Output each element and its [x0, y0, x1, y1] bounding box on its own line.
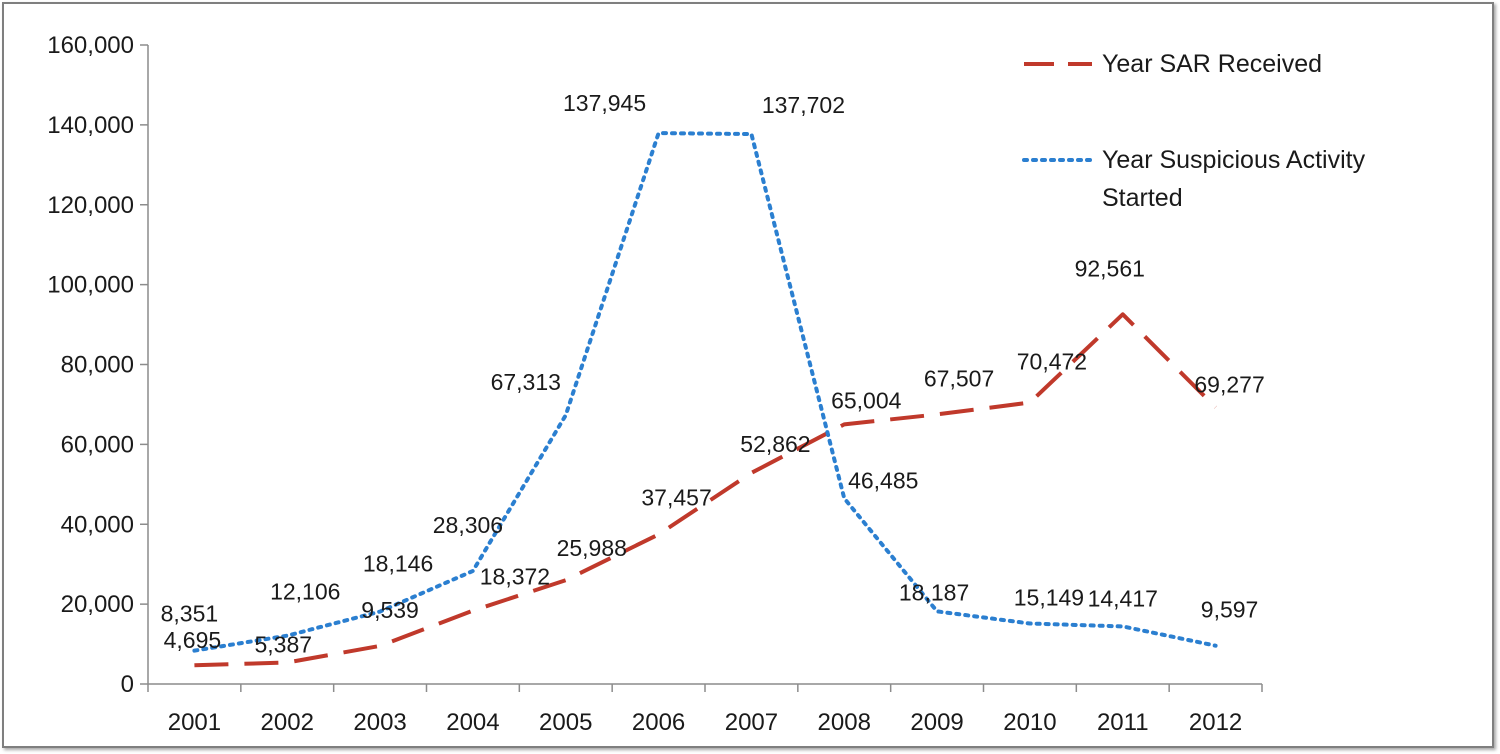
x-tick-label: 2004 — [446, 709, 499, 736]
legend-label-sar-received: Year SAR Received — [1102, 50, 1322, 78]
data-label-sar-received: 4,695 — [164, 627, 222, 653]
y-tick-label: 40,000 — [61, 511, 134, 538]
x-tick-label: 2001 — [168, 709, 221, 736]
data-label-sar-received: 18,372 — [480, 564, 550, 590]
y-tick-label: 60,000 — [61, 431, 134, 458]
y-tick-label: 120,000 — [47, 192, 134, 219]
data-label-sar-received: 65,004 — [831, 387, 902, 413]
x-tick-label: 2007 — [725, 709, 778, 736]
x-tick-label: 2002 — [261, 709, 314, 736]
x-tick-label: 2010 — [1003, 709, 1056, 736]
data-label-activity-started: 137,702 — [762, 92, 845, 118]
x-tick-label: 2012 — [1189, 709, 1242, 736]
legend-label-line: Started — [1102, 184, 1183, 212]
legend-label-line: Year Suspicious Activity — [1102, 146, 1366, 174]
x-tick-label: 2006 — [632, 709, 685, 736]
data-label-activity-started: 14,417 — [1088, 585, 1158, 611]
legend: Year SAR Received Year Suspicious Activit… — [1022, 50, 1366, 212]
y-tick-label: 20,000 — [61, 591, 134, 618]
series-line-sar-received — [194, 312, 1217, 668]
data-label-activity-started: 28,306 — [433, 512, 503, 538]
data-label-sar-received: 9,539 — [361, 597, 419, 623]
x-tick-label: 2011 — [1097, 709, 1149, 736]
legend-label-activity-started: Year Suspicious Activity Started — [1102, 146, 1366, 212]
y-tick-label: 80,000 — [61, 352, 134, 379]
x-tick-label: 2003 — [353, 709, 406, 736]
series-line-activity-started — [192, 131, 1218, 653]
series-layer — [192, 131, 1218, 668]
y-tick-label: 0 — [121, 671, 134, 698]
x-tick-label: 2005 — [539, 709, 592, 736]
data-label-activity-started: 9,597 — [1201, 597, 1259, 623]
data-label-activity-started: 137,945 — [563, 90, 646, 116]
y-tick-label: 160,000 — [47, 32, 134, 59]
data-label-activity-started: 18,187 — [899, 579, 969, 605]
data-label-activity-started: 18,146 — [363, 551, 433, 577]
data-label-activity-started: 8,351 — [161, 601, 219, 627]
data-label-activity-started: 12,106 — [270, 579, 340, 605]
data-label-sar-received: 92,561 — [1075, 255, 1145, 281]
axes: 0 20,000 40,000 60,000 80,000 100,000 120,000 1… — [47, 32, 1263, 736]
data-label-activity-started: 46,485 — [848, 467, 918, 493]
data-label-activity-started: 15,149 — [1014, 584, 1084, 610]
y-tick-label: 100,000 — [47, 272, 134, 299]
data-label-sar-received: 5,387 — [254, 631, 312, 657]
data-label-sar-received: 70,472 — [1017, 349, 1087, 375]
y-tick-label: 140,000 — [47, 112, 134, 139]
data-label-sar-received: 52,862 — [740, 431, 810, 457]
data-label-sar-received: 25,988 — [557, 535, 627, 561]
x-tick-label: 2008 — [818, 709, 871, 736]
data-label-sar-received: 69,277 — [1194, 371, 1264, 397]
data-label-activity-started: 67,313 — [491, 369, 561, 395]
x-tick-label: 2009 — [910, 709, 963, 736]
data-label-sar-received: 37,457 — [641, 484, 711, 510]
data-labels: 4,695 5,387 9,539 18,372 25,988 37,457 52,862 6… — [161, 90, 1265, 657]
data-label-sar-received: 67,507 — [924, 365, 994, 391]
